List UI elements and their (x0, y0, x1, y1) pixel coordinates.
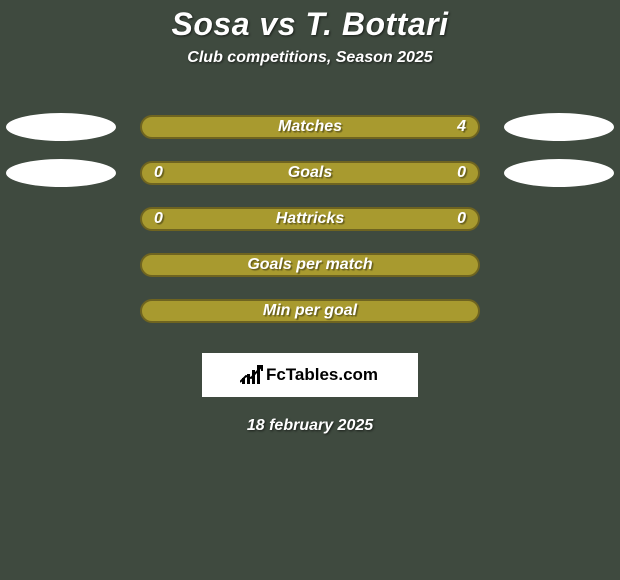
page-title: Sosa vs T. Bottari (172, 6, 449, 43)
stat-row: Goals per match (0, 253, 620, 277)
stat-value-left: 0 (154, 210, 163, 228)
stat-bar: Min per goal (140, 299, 480, 323)
player-right-marker (504, 159, 614, 187)
player-left-marker (6, 113, 116, 141)
stat-label: Goals (288, 164, 332, 182)
stat-row: Matches 4 (0, 115, 620, 139)
stat-label: Min per goal (263, 302, 357, 320)
stat-label: Hattricks (276, 210, 344, 228)
stat-bar: 0 Goals 0 (140, 161, 480, 185)
comparison-card: Sosa vs T. Bottari Club competitions, Se… (0, 0, 620, 580)
stat-value-right: 0 (457, 210, 466, 228)
date-label: 18 february 2025 (247, 417, 373, 435)
bar-chart-icon (242, 366, 260, 384)
stat-bar: Goals per match (140, 253, 480, 277)
stat-row: 0 Goals 0 (0, 161, 620, 185)
stat-bar: Matches 4 (140, 115, 480, 139)
player-left-marker (6, 159, 116, 187)
stat-bar: 0 Hattricks 0 (140, 207, 480, 231)
subtitle: Club competitions, Season 2025 (187, 49, 432, 67)
stat-value-left: 0 (154, 164, 163, 182)
source-logo: FcTables.com (202, 353, 418, 397)
source-name: FcTables.com (266, 365, 378, 385)
player-right-marker (504, 113, 614, 141)
trend-line-icon (240, 364, 264, 384)
stat-label: Goals per match (247, 256, 372, 274)
stat-label: Matches (278, 118, 342, 136)
stat-row: 0 Hattricks 0 (0, 207, 620, 231)
stat-value-right: 4 (457, 118, 466, 136)
stat-value-right: 0 (457, 164, 466, 182)
stat-row: Min per goal (0, 299, 620, 323)
